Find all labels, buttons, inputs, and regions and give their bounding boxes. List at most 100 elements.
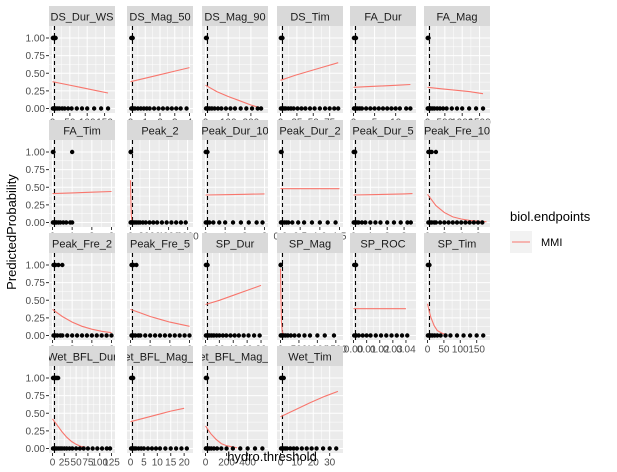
- observation-point: [205, 149, 210, 155]
- facet-grid: [49, 140, 115, 227]
- observation-point: [280, 35, 285, 41]
- observation-point: [427, 262, 432, 268]
- observation-point: [163, 446, 168, 451]
- facet-strip-label: Peak_Dur_10: [201, 126, 268, 138]
- mmi-series-line: [205, 84, 261, 109]
- observation-point: [398, 220, 403, 225]
- facet-data: [278, 253, 337, 340]
- observation-point: [252, 446, 258, 451]
- observation-point: [64, 220, 69, 225]
- facet-data: [129, 253, 192, 340]
- facet-strip: [127, 6, 193, 26]
- facet-peak-fre-2: Peak_Fre_202460.000.250.500.751.00: [26, 233, 115, 356]
- facet-strip-label: DS_Tim: [290, 12, 329, 24]
- facet-sp-dur: SP_Dur020406080: [202, 233, 268, 356]
- facet-strip-label: Peak_Fre_2: [52, 239, 112, 251]
- observation-point: [290, 220, 295, 225]
- facet-axes: 0 200 400: [203, 453, 256, 469]
- observation-point: [352, 149, 358, 155]
- observation-point: [322, 106, 328, 111]
- facet-sp-tim: SP_Tim 0 50 100 150: [424, 233, 490, 356]
- mmi-series-line: [280, 390, 339, 418]
- facet-data: [425, 26, 486, 113]
- observation-point: [65, 333, 70, 338]
- observation-point: [138, 333, 143, 338]
- facet-strip-label: FA_Mag: [437, 12, 478, 24]
- observation-point: [325, 220, 330, 225]
- y-tick-label: 0.50: [26, 183, 46, 194]
- x-axis-title: hydro.threshold: [227, 449, 317, 464]
- x-tick-label: 0.03: [383, 345, 403, 356]
- observation-point: [301, 220, 307, 225]
- facet-strip: [350, 120, 416, 140]
- facet-strip-label: SP_ROC: [360, 239, 405, 251]
- facet-grid: [424, 140, 490, 227]
- observation-point: [184, 106, 189, 111]
- facet-strip-label: SP_Mag: [289, 239, 331, 251]
- facet-strip: [202, 6, 268, 26]
- facet-ds-tim: DS_Tim0255075: [277, 6, 343, 129]
- y-tick-label: 1.00: [26, 148, 46, 159]
- observation-point: [368, 220, 373, 225]
- y-tick-label: 0.25: [26, 200, 46, 211]
- observation-point: [446, 220, 451, 225]
- facet-strip-label: Peak_Fre_5: [130, 239, 190, 251]
- observation-point: [154, 220, 160, 225]
- facet-data: [426, 140, 487, 227]
- observation-point: [249, 106, 255, 111]
- observation-point: [353, 262, 359, 268]
- observation-point: [480, 106, 486, 111]
- observation-point: [454, 220, 460, 225]
- observation-point: [160, 106, 166, 111]
- facet-strip: [49, 346, 115, 366]
- y-tick-label: 0.50: [26, 409, 46, 420]
- facet-plot-background: [350, 253, 416, 340]
- observation-point: [279, 149, 284, 155]
- observation-point: [69, 106, 74, 111]
- facet-data: [203, 366, 265, 453]
- facet-data: [425, 253, 486, 340]
- observation-point: [258, 106, 264, 111]
- facet-grid: [350, 253, 416, 340]
- facet-strip: [127, 346, 193, 366]
- observation-point: [384, 333, 389, 338]
- x-tick-label: 20: [308, 458, 320, 469]
- observation-point: [205, 262, 210, 268]
- observation-point: [204, 35, 210, 41]
- observation-point: [254, 220, 259, 225]
- observation-point: [151, 106, 157, 111]
- observation-point: [353, 35, 359, 41]
- observation-point: [151, 220, 156, 225]
- mmi-series-line: [129, 180, 133, 222]
- observation-point: [296, 333, 302, 338]
- facet-axes: 0 10 20 30: [278, 453, 336, 469]
- observation-point: [333, 220, 338, 225]
- observation-point: [89, 333, 95, 338]
- observation-point: [204, 375, 210, 381]
- facet-strip: [277, 233, 343, 253]
- legend: biol.endpoints MMI: [510, 209, 591, 253]
- facet-strip-label: Wet_Tim: [288, 352, 331, 364]
- facet-data: [278, 140, 340, 227]
- observation-point: [182, 333, 187, 338]
- observation-point: [228, 333, 233, 338]
- observation-point: [475, 220, 481, 225]
- facet-grid: [127, 26, 193, 113]
- observation-point: [463, 220, 468, 225]
- facet-strip: [202, 233, 268, 253]
- facet-grid: [350, 140, 416, 227]
- observation-point: [230, 446, 236, 451]
- observation-point: [356, 220, 361, 225]
- observation-point: [104, 333, 109, 338]
- mmi-series-line: [130, 308, 190, 327]
- facet-strip: [424, 233, 490, 253]
- facet-grid: [424, 26, 490, 113]
- observation-point: [178, 220, 184, 225]
- facet-peak-dur-2: Peak_Dur_20.00.51.01.5: [274, 120, 347, 243]
- observation-point: [320, 446, 326, 451]
- mmi-series-line: [205, 284, 262, 306]
- observation-point: [69, 149, 75, 155]
- facet-strip: [277, 120, 343, 140]
- facet-fa-dur: FA_Dur0510: [350, 6, 416, 129]
